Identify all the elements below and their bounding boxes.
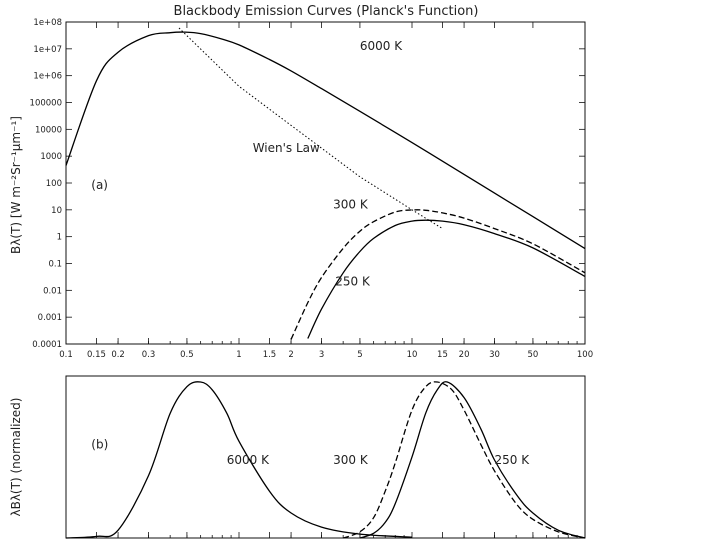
x-tick-label-15: 15 bbox=[437, 350, 448, 360]
x-tick-label-20: 20 bbox=[459, 350, 470, 360]
annotation-6000-k: 6000 K bbox=[360, 39, 403, 53]
panel-a-ylabel: Bλ(T) [W m⁻²Sr⁻¹µm⁻¹] bbox=[9, 116, 23, 254]
x-tick-label-0-1: 0.1 bbox=[59, 350, 73, 360]
x-tick-label-2: 2 bbox=[288, 350, 293, 360]
panel-b-series-250-k-line bbox=[359, 381, 586, 539]
panel-b-ylabel: λBλ(T) (normalized) bbox=[9, 398, 23, 517]
chart-title: Blackbody Emission Curves (Planck's Func… bbox=[174, 4, 479, 19]
panel-a-curves bbox=[65, 27, 586, 340]
panel-b-frame bbox=[65, 375, 586, 539]
y-tick-label-10000: 10000 bbox=[35, 125, 62, 135]
y-tick-label-0-01: 0.01 bbox=[43, 286, 62, 296]
series-250-k-line bbox=[307, 219, 586, 339]
y-tick-label-1e-07: 1e+07 bbox=[33, 45, 62, 55]
x-tick-label-0-2: 0.2 bbox=[111, 350, 125, 360]
annotation-wien-s-law: Wien's Law bbox=[253, 141, 320, 155]
x-tick-label-3: 3 bbox=[319, 350, 324, 360]
panel-b-curves bbox=[65, 381, 586, 539]
panel-b-annotation-6000-k: 6000 K bbox=[227, 453, 270, 467]
panel-a-ticks: 0.1 0.15 0.2 0.3 0.5 1 1.5 2 3 5 10 15 20 30 50 100 0.00… bbox=[30, 18, 594, 360]
panel-b-annotation-300-k: 300 K bbox=[333, 453, 369, 467]
panel-b-annotation-250-k: 250 K bbox=[495, 453, 531, 467]
panel-a-frame bbox=[65, 21, 586, 345]
x-tick-label-50: 50 bbox=[528, 350, 539, 360]
annotation-250-k: 250 K bbox=[335, 275, 371, 289]
panel-b-series-6000-k-line bbox=[65, 381, 413, 539]
x-tick-label-30: 30 bbox=[489, 350, 500, 360]
x-tick-label-0-5: 0.5 bbox=[180, 350, 194, 360]
y-tick-label-0-1: 0.1 bbox=[48, 260, 62, 270]
y-tick-label-100: 100 bbox=[46, 179, 62, 189]
y-tick-label-1: 1 bbox=[57, 233, 62, 243]
panel-b-annotations: (b) 6000 K 300 K 250 K bbox=[91, 437, 530, 467]
annotation-300-k: 300 K bbox=[333, 198, 369, 212]
y-tick-label-0-001: 0.001 bbox=[38, 313, 62, 323]
y-tick-label-10: 10 bbox=[51, 206, 62, 216]
x-tick-label-100: 100 bbox=[577, 350, 593, 360]
panel-b: (b) 6000 K 300 K 250 K λBλ(T) (normalized) bbox=[9, 375, 586, 539]
y-tick-label-1e-06: 1e+06 bbox=[33, 72, 62, 82]
y-tick-label-1e-08: 1e+08 bbox=[33, 18, 62, 28]
x-tick-label-1-5: 1.5 bbox=[263, 350, 277, 360]
panel-a: 0.1 0.15 0.2 0.3 0.5 1 1.5 2 3 5 10 15 20 30 50 100 0.00… bbox=[9, 18, 593, 360]
panel-b-annotation-b: (b) bbox=[91, 437, 108, 451]
x-tick-label-10: 10 bbox=[407, 350, 418, 360]
panel-b-ticks bbox=[65, 532, 586, 538]
x-tick-label-0-3: 0.3 bbox=[142, 350, 156, 360]
x-tick-label-5: 5 bbox=[357, 350, 362, 360]
series-6000-k-line bbox=[65, 31, 586, 250]
x-tick-label-0-15: 0.15 bbox=[87, 350, 106, 360]
x-tick-label-1: 1 bbox=[236, 350, 241, 360]
y-tick-label-1000: 1000 bbox=[40, 152, 62, 162]
panel-b-series-300-k-line bbox=[342, 381, 586, 539]
series-wien-s-law-line bbox=[178, 27, 443, 230]
panel-a-annotations: 6000 K Wien's Law 300 K 250 K (a) bbox=[91, 39, 403, 289]
y-tick-label-0-0001: 0.0001 bbox=[32, 340, 62, 350]
annotation-a: (a) bbox=[91, 178, 108, 192]
y-tick-label-100000: 100000 bbox=[30, 99, 62, 109]
